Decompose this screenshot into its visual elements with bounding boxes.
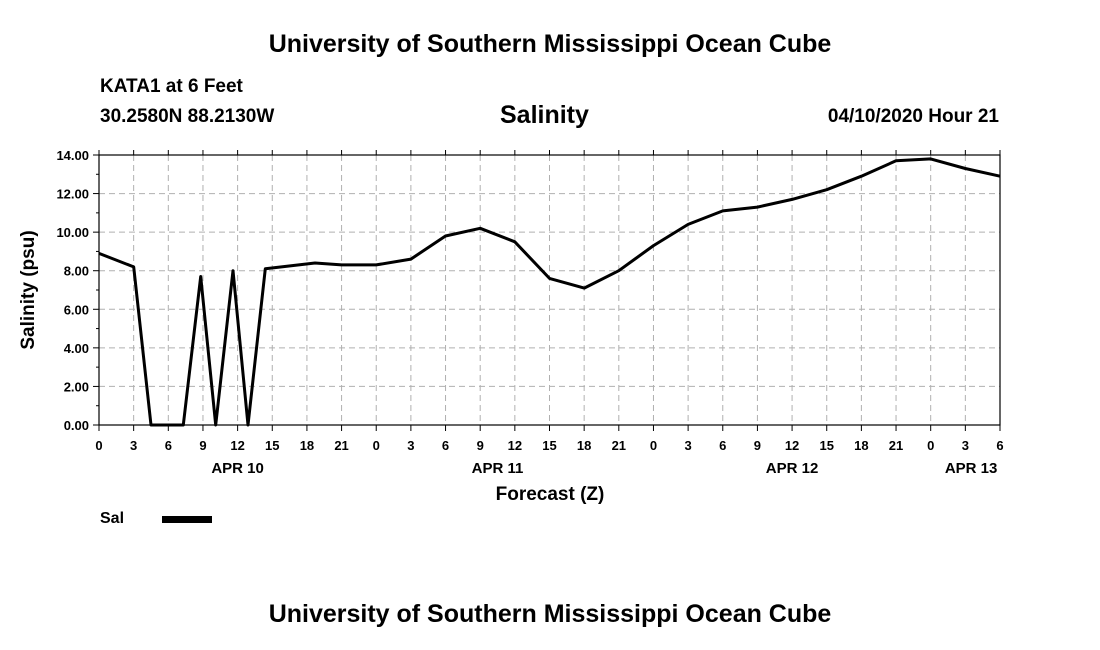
x-tick-label: 6 [442,438,449,453]
x-tick-label: 12 [785,438,799,453]
x-tick-label: 18 [854,438,868,453]
x-tick-label: 9 [477,438,484,453]
x-tick-label: 18 [300,438,314,453]
x-tick-label: 21 [612,438,626,453]
page-title-bottom: University of Southern Mississippi Ocean… [268,600,832,628]
x-tick-label: 15 [819,438,833,453]
y-tick-label: 6.00 [64,302,89,317]
x-tick-label: 6 [165,438,172,453]
y-tick-label: 2.00 [64,379,89,394]
legend-label: Sal [100,510,124,527]
x-tick-label: 15 [542,438,556,453]
x-tick-label: 0 [927,438,934,453]
legend-swatch [162,516,212,523]
day-label: APR 10 [211,460,264,477]
y-tick-label: 4.00 [64,341,89,356]
x-tick-label: 9 [754,438,761,453]
station-coordinates: 30.2580N 88.2130W [100,106,275,127]
x-tick-label: 21 [334,438,348,453]
day-label: APR 12 [766,460,819,477]
chart-title: Salinity [500,101,589,129]
page-title-top: University of Southern Mississippi Ocean… [268,30,832,58]
y-axis-label: Salinity (psu) [18,230,39,349]
x-tick-label: 3 [130,438,137,453]
y-tick-label: 14.00 [56,148,89,163]
x-tick-label: 6 [996,438,1003,453]
day-label: APR 13 [945,460,998,477]
forecast-run-time: 04/10/2020 Hour 21 [827,106,999,127]
y-tick-label: 8.00 [64,264,89,279]
x-tick-label: 15 [265,438,279,453]
x-tick-label: 3 [962,438,969,453]
x-tick-label: 3 [407,438,414,453]
x-tick-label: 6 [719,438,726,453]
x-tick-label: 3 [684,438,691,453]
x-tick-label: 0 [373,438,380,453]
day-labels: APR 10 APR 11 APR 12 APR 13 [211,460,997,477]
grid-lines [99,155,1000,425]
x-tick-label: 21 [889,438,903,453]
x-axis-label: Forecast (Z) [496,484,605,505]
x-tick-label: 0 [650,438,657,453]
station-name: KATA1 at 6 Feet [100,76,243,97]
salinity-series-line [98,157,1001,427]
y-tick-label: 0.00 [64,418,89,433]
x-tick-label: 12 [508,438,522,453]
plot-frame [98,154,1001,426]
y-tick-label: 10.00 [56,225,89,240]
x-tick-label: 9 [199,438,206,453]
x-tick-label: 12 [230,438,244,453]
x-axis-ticks: 0 3 6 9 12 15 18 21 0 3 6 9 12 15 18 21 0 3 6 9 12 15 18 21 0 3 6 [95,150,1004,453]
day-label: APR 11 [472,460,524,477]
x-tick-label: 18 [577,438,591,453]
y-axis-ticks: 0.00 2.00 4.00 6.00 8.00 10.00 12.00 14.00 [56,148,99,433]
y-tick-label: 12.00 [56,187,89,202]
x-tick-label: 0 [95,438,102,453]
